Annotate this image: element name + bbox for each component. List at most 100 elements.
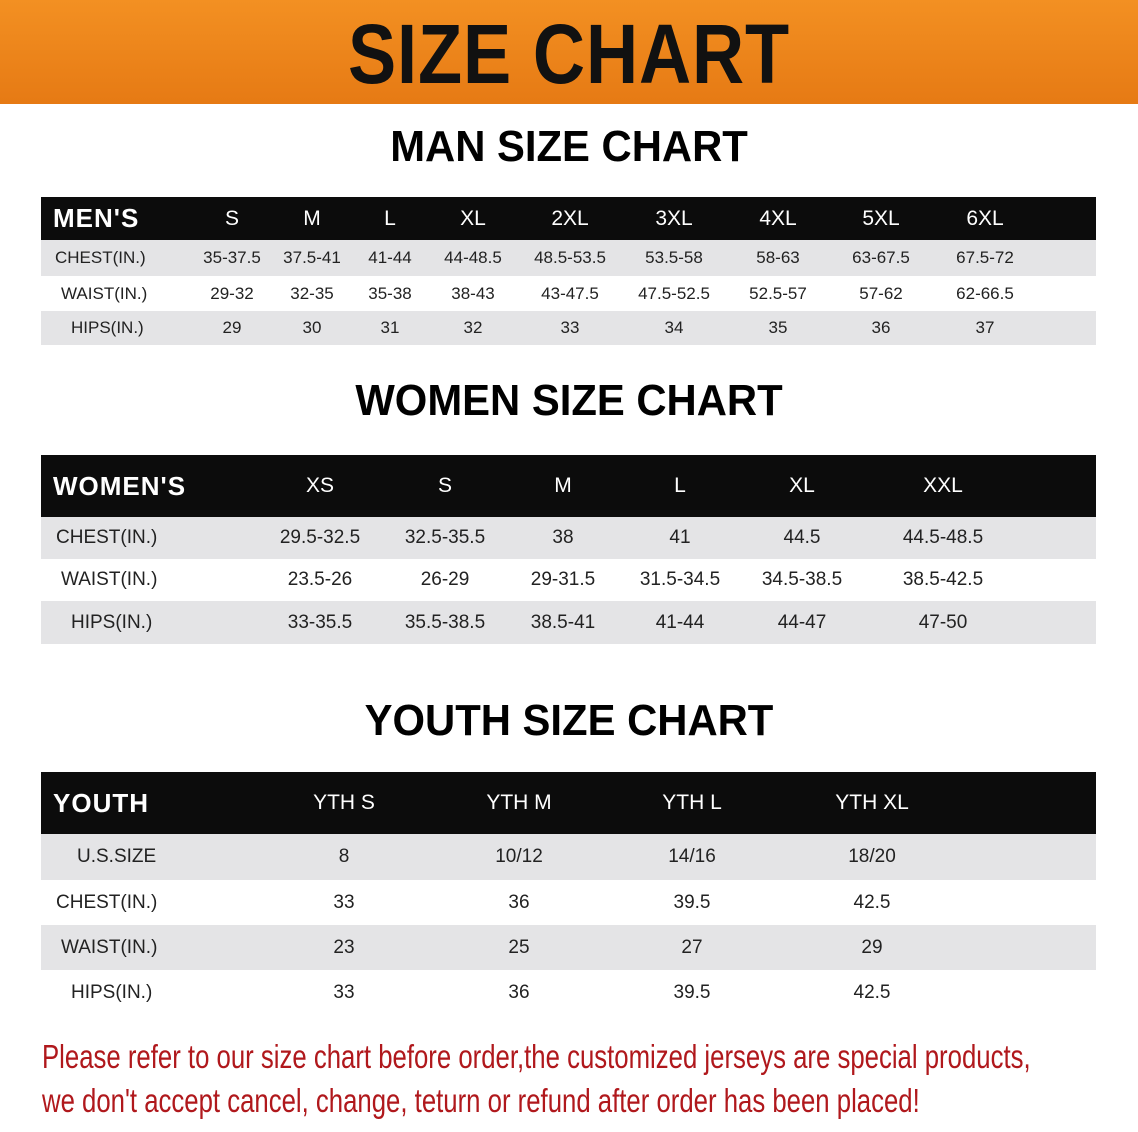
measurement-value: 33-35.5 <box>287 612 353 633</box>
size-column-header: YTH L <box>662 791 722 814</box>
measurement-value: 25 <box>508 937 530 958</box>
measurement-label: WAIST(IN.) <box>61 569 158 590</box>
women-section-title: WOMEN SIZE CHART <box>355 376 783 425</box>
table-row: CHEST(IN.) 33 36 39.5 42.5 <box>41 880 1096 925</box>
table-row: HIPS(IN.) 33-35.5 35.5-38.5 38.5-41 41-44 44-… <box>41 601 1096 644</box>
measurement-value: 41 <box>669 527 691 548</box>
measurement-label: HIPS(IN.) <box>71 612 153 633</box>
table-row: U.S.SIZE 8 10/12 14/16 18/20 <box>41 834 1096 880</box>
size-column-header: 4XL <box>759 207 797 230</box>
measurement-value: 38.5-41 <box>530 612 596 633</box>
table-row: CHEST(IN.) 29.5-32.5 32.5-35.5 38 41 44.5 44.5… <box>41 517 1096 559</box>
measurement-value: 41-44 <box>368 248 412 267</box>
measurement-value: 29 <box>861 937 883 958</box>
measurement-value: 37 <box>975 318 995 337</box>
size-column-header: M <box>554 474 572 497</box>
size-column-header: L <box>384 207 396 230</box>
size-column-header: 2XL <box>551 207 589 230</box>
table-row: HIPS(IN.) 29 30 31 32 33 34 35 36 37 <box>41 311 1096 345</box>
youth-size-table: YOUTH YTH S YTH M YTH L YTH XL U.S.SIZE 8 10/12… <box>41 772 1096 1015</box>
size-column-header: XXL <box>923 474 963 497</box>
measurement-value: 63-67.5 <box>852 248 910 267</box>
size-column-header: S <box>437 474 452 497</box>
measurement-value: 38-43 <box>451 284 495 303</box>
measurement-value: 44.5-48.5 <box>902 527 984 548</box>
measurement-value: 52.5-57 <box>749 284 807 303</box>
measurement-value: 32-35 <box>290 284 334 303</box>
table-row: WAIST(IN.) 23 25 27 29 <box>41 925 1096 970</box>
women-size-table: WOMEN'S XS S M L XL XXL CHEST(IN.) 29.5-32.5 32.5… <box>41 455 1096 644</box>
table-row: HIPS(IN.) 33 36 39.5 42.5 <box>41 970 1096 1015</box>
size-column-header: XL <box>460 207 486 230</box>
measurement-value: 44-47 <box>777 612 827 633</box>
measurement-value: 36 <box>508 982 530 1003</box>
youth-section-title: YOUTH SIZE CHART <box>364 696 774 745</box>
measurement-value: 44.5 <box>783 527 821 548</box>
table-heading: YOUTH <box>53 788 149 818</box>
measurement-value: 43-47.5 <box>541 284 599 303</box>
measurement-value: 35-38 <box>368 284 412 303</box>
measurement-value: 29 <box>222 318 242 337</box>
measurement-value: 33 <box>560 318 580 337</box>
measurement-label: CHEST(IN.) <box>56 892 158 913</box>
measurement-value: 34 <box>664 318 684 337</box>
measurement-value: 32.5-35.5 <box>404 527 486 548</box>
measurement-value: 23 <box>333 937 355 958</box>
measurement-value: 35-37.5 <box>203 248 261 267</box>
measurement-value: 44-48.5 <box>444 248 502 267</box>
measurement-value: 27 <box>681 937 703 958</box>
measurement-label: CHEST(IN.) <box>56 527 158 548</box>
measurement-value: 30 <box>302 318 322 337</box>
measurement-value: 36 <box>871 318 891 337</box>
measurement-value: 48.5-53.5 <box>534 248 606 267</box>
table-row: CHEST(IN.) 35-37.5 37.5-41 41-44 44-48.5 48.5… <box>41 240 1096 276</box>
measurement-label: HIPS(IN.) <box>71 318 144 337</box>
table-row: WAIST(IN.) 23.5-26 26-29 29-31.5 31.5-34.5 34… <box>41 559 1096 601</box>
table-row: WAIST(IN.) 29-32 32-35 35-38 38-43 43-47.5 47.… <box>41 276 1096 311</box>
measurement-value: 42.5 <box>853 892 891 913</box>
measurement-value: 23.5-26 <box>287 569 353 590</box>
header-row: WOMEN'S XS S M L XL XXL <box>41 455 1096 517</box>
measurement-value: 47-50 <box>918 612 968 633</box>
measurement-value: 33 <box>333 892 355 913</box>
measurement-label: HIPS(IN.) <box>71 982 153 1003</box>
measurement-label: WAIST(IN.) <box>61 284 148 303</box>
measurement-value: 10/12 <box>495 846 543 867</box>
size-column-header: 3XL <box>655 207 693 230</box>
measurement-label: WAIST(IN.) <box>61 937 158 958</box>
measurement-value: 32 <box>463 318 483 337</box>
measurement-value: 42.5 <box>853 982 891 1003</box>
table-heading: WOMEN'S <box>53 471 187 501</box>
size-column-header: XS <box>305 474 334 497</box>
measurement-value: 8 <box>338 846 350 867</box>
measurement-value: 37.5-41 <box>283 248 341 267</box>
men-size-table: MEN'S S M L XL 2XL 3XL 4XL 5XL 6XL CHEST(IN.) 35-37… <box>41 197 1096 345</box>
size-column-header: S <box>224 207 239 230</box>
measurement-value: 57-62 <box>859 284 903 303</box>
banner: SIZE CHART <box>0 0 1138 104</box>
measurement-value: 39.5 <box>673 982 711 1003</box>
measurement-value: 36 <box>508 892 530 913</box>
measurement-value: 33 <box>333 982 355 1003</box>
measurement-value: 53.5-58 <box>645 248 703 267</box>
measurement-value: 34.5-38.5 <box>761 569 843 590</box>
measurement-value: 38 <box>552 527 574 548</box>
measurement-value: 58-63 <box>756 248 800 267</box>
measurement-value: 29-32 <box>210 284 254 303</box>
size-column-header: 6XL <box>966 207 1004 230</box>
measurement-value: 26-29 <box>420 569 470 590</box>
measurement-value: 14/16 <box>668 846 716 867</box>
measurement-value: 62-66.5 <box>956 284 1014 303</box>
measurement-value: 67.5-72 <box>956 248 1014 267</box>
size-column-header: YTH S <box>313 791 375 814</box>
measurement-value: 38.5-42.5 <box>902 569 984 590</box>
header-row: YOUTH YTH S YTH M YTH L YTH XL <box>41 772 1096 834</box>
measurement-value: 35.5-38.5 <box>404 612 486 633</box>
measurement-value: 35 <box>768 318 788 337</box>
measurement-value: 29-31.5 <box>530 569 596 590</box>
measurement-value: 29.5-32.5 <box>279 527 361 548</box>
size-column-header: M <box>303 207 321 230</box>
order-notice-line-2: we don't accept cancel, change, teturn o… <box>42 1082 920 1119</box>
measurement-label: U.S.SIZE <box>77 846 157 867</box>
order-notice-line-1: Please refer to our size chart before or… <box>42 1038 1031 1075</box>
